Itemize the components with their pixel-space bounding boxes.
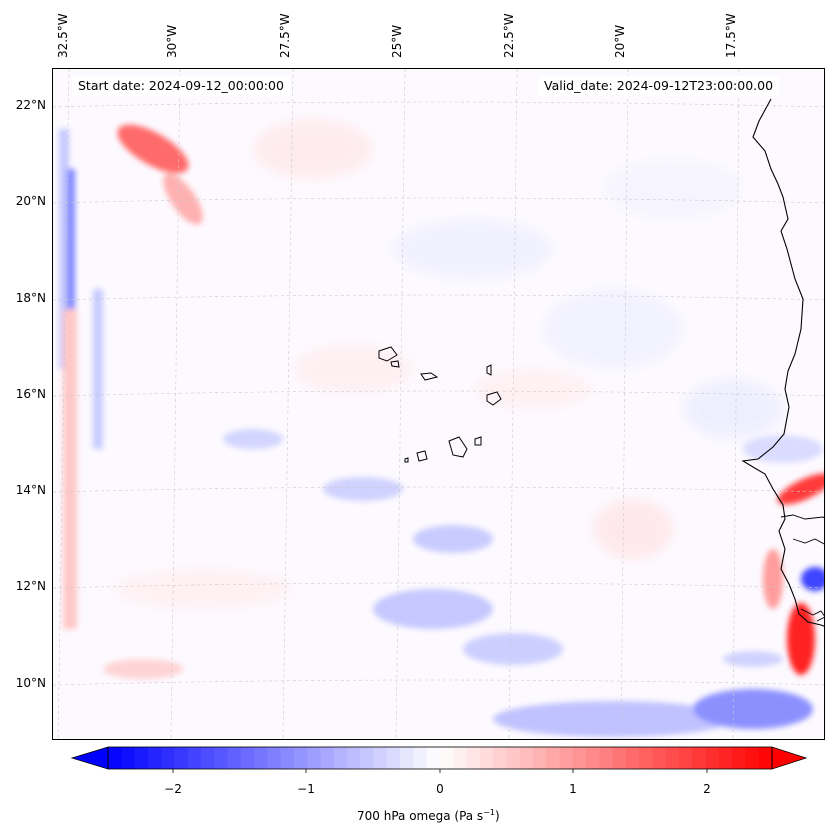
colorbar-cell: [174, 747, 189, 769]
colorbar-cell: [519, 747, 534, 769]
colorbar-cell: [200, 747, 215, 769]
colorbar-cell: [665, 747, 680, 769]
colorbar-cell: [293, 747, 308, 769]
lat-label: 12°N: [15, 579, 46, 593]
colorbar-cell: [373, 747, 388, 769]
lat-label: 14°N: [15, 483, 46, 497]
colorbar-tick: −1: [297, 782, 315, 796]
colorbar-cell: [426, 747, 441, 769]
colorbar-cell: [705, 747, 720, 769]
colorbar-cell: [572, 747, 587, 769]
colorbar-cell: [586, 747, 600, 769]
lat-label: 18°N: [15, 291, 46, 305]
colorbar-cell: [307, 747, 321, 769]
colorbar-cell: [187, 747, 202, 769]
colorbar-tick: −2: [164, 782, 182, 796]
lon-label: 30°W: [165, 24, 179, 58]
colorbar-label: 700 hPa omega (Pa s−1): [357, 808, 500, 823]
colorbar-cell: [718, 747, 733, 769]
start-date: Start date: 2024-09-12_00:00:00: [72, 76, 290, 96]
colorbar-cell: [546, 747, 561, 769]
colorbar-cell: [440, 747, 454, 769]
colorbar-cell: [639, 747, 653, 769]
colorbar-cell: [267, 747, 282, 769]
valid-date: Valid_date: 2024-09-12T23:00:00.00: [538, 76, 780, 96]
colorbar-cell: [612, 747, 627, 769]
omega-field: [53, 69, 824, 739]
colorbar-tick: 2: [703, 782, 711, 796]
colorbar-cell: [227, 747, 242, 769]
colorbar-cell: [758, 747, 773, 769]
graticule: [53, 69, 824, 739]
colorbar-cell: [559, 747, 574, 769]
colorbar-extend-min: [70, 746, 109, 770]
colorbar-cell: [254, 747, 268, 769]
omega-map: [52, 68, 825, 740]
colorbar-extend-max: [771, 746, 808, 770]
colorbar-cell: [506, 747, 521, 769]
lat-label: 22°N: [15, 98, 46, 112]
colorbar-cell: [652, 747, 667, 769]
colorbar-cell: [360, 747, 375, 769]
colorbar-cell: [333, 747, 348, 769]
colorbar-cell: [400, 747, 414, 769]
colorbar-cell: [280, 747, 295, 769]
lat-label: 20°N: [15, 194, 46, 208]
colorbar-tick: 1: [569, 782, 577, 796]
colorbar-cell: [679, 747, 693, 769]
colorbar-cell: [466, 747, 481, 769]
cape-verde-islands: [378, 346, 502, 463]
colorbar-cell: [134, 747, 149, 769]
colorbar-cell: [214, 747, 229, 769]
colorbar-cell: [386, 747, 401, 769]
lon-label: 20°W: [613, 24, 627, 58]
colorbar-cell: [108, 747, 122, 769]
colorbar-cell: [347, 747, 361, 769]
colorbar-cell: [599, 747, 614, 769]
colorbar-cell: [732, 747, 746, 769]
african-coastline: [741, 98, 824, 627]
colorbar-cell: [745, 747, 760, 769]
colorbar-cell: [240, 747, 255, 769]
colorbar-cell: [453, 747, 468, 769]
colorbar-cell: [532, 747, 547, 769]
colorbar-cell: [147, 747, 162, 769]
colorbar-tick: 0: [436, 782, 444, 796]
colorbar-cell: [413, 747, 428, 769]
lon-label: 27.5°W: [278, 13, 292, 58]
lat-label: 16°N: [15, 387, 46, 401]
lon-label: 32.5°W: [56, 13, 70, 58]
colorbar-cell: [161, 747, 175, 769]
colorbar-cell: [625, 747, 640, 769]
lat-label: 10°N: [15, 676, 46, 690]
colorbar-cell: [320, 747, 335, 769]
lon-label: 25°W: [390, 24, 404, 58]
colorbar-cell: [493, 747, 507, 769]
lon-label: 22.5°W: [502, 13, 516, 58]
lon-label: 17.5°W: [724, 13, 738, 58]
colorbar-cell: [692, 747, 707, 769]
colorbar-cell: [479, 747, 494, 769]
colorbar-cell: [121, 747, 136, 769]
